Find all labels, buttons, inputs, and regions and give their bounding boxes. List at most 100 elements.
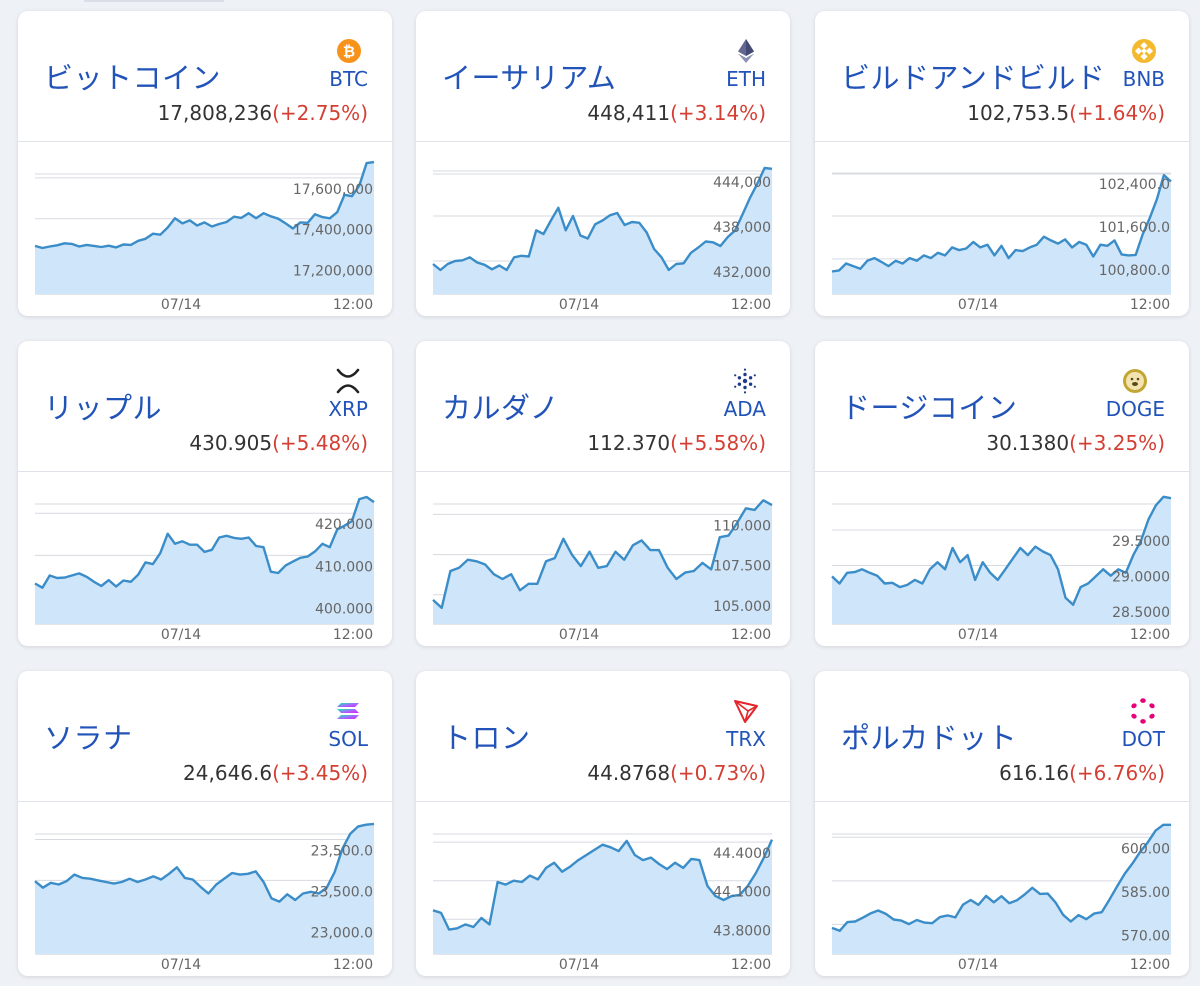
price-change: (+0.73%): [670, 761, 766, 785]
header-divider: [416, 471, 790, 472]
y-tick-label: 585.00: [1121, 885, 1170, 901]
price-change: (+5.48%): [272, 431, 368, 455]
price-row: 44.8768(+0.73%): [587, 761, 766, 785]
x-tick-label: 07/14: [161, 297, 201, 313]
price-row: 448,411(+3.14%): [587, 101, 766, 125]
x-tick-label: 12:00: [731, 297, 771, 313]
xrp-icon: [335, 368, 361, 394]
y-tick-label: 44.4000: [713, 846, 771, 862]
price-chart[interactable]: 570.00 585.00 600.00 07/14 12:00: [815, 802, 1189, 976]
coin-card-bnb[interactable]: ビルドアンドビルド BNB 102,753.5(+1.64%) 100,800.0 10…: [815, 11, 1189, 316]
coin-card-trx[interactable]: トロン TRX 44.8768(+0.73%) 43.8000 44.1000 44.40…: [416, 671, 790, 976]
area-fill: [433, 168, 772, 294]
price-chart[interactable]: 400.000 410.000 420.000 07/14 12:00: [18, 472, 392, 646]
y-tick-label: 17,600,000: [293, 182, 373, 198]
ethereum-icon: [733, 38, 759, 64]
price-line: [831, 495, 1172, 606]
price-line: [432, 499, 773, 610]
y-tick-label: 410.000: [315, 559, 373, 575]
x-tick-label: 07/14: [958, 627, 998, 643]
x-tick-label: 12:00: [333, 297, 373, 313]
coin-symbol: SOL: [328, 727, 368, 751]
coin-card-dot[interactable]: ポルカドット DOT 616.16(+6.76%) 570.00 585.00 600.0…: [815, 671, 1189, 976]
svg-text:₿: ₿: [343, 43, 355, 61]
coin-name: ビルドアンドビルド: [841, 61, 1106, 95]
y-tick-label: 570.00: [1121, 928, 1170, 944]
price-value: 430.905: [189, 431, 273, 455]
price-line: [34, 495, 375, 589]
price-value: 24,646.6: [183, 761, 273, 785]
price-value: 112.370: [587, 431, 671, 455]
y-tick-label: 600.00: [1121, 841, 1170, 857]
price-chart[interactable]: 43.8000 44.1000 44.4000 07/14 12:00: [416, 802, 790, 976]
area-fill: [433, 500, 772, 624]
y-tick-label: 29.0000: [1112, 570, 1170, 586]
price-row: 112.370(+5.58%): [587, 431, 766, 455]
price-row: 24,646.6(+3.45%): [183, 761, 368, 785]
price-value: 30.1380: [986, 431, 1070, 455]
y-tick-label: 432,000: [713, 265, 771, 281]
x-tick-label: 12:00: [1130, 627, 1170, 643]
price-chart[interactable]: 432,000 438,000 444,000 07/14 12:00: [416, 142, 790, 316]
price-value: 17,808,236: [157, 101, 273, 125]
header-divider: [416, 801, 790, 802]
price-line: [831, 173, 1172, 273]
x-tick-label: 12:00: [333, 957, 373, 973]
y-tick-label: 17,400,000: [293, 223, 373, 239]
x-tick-label: 07/14: [559, 957, 599, 973]
tron-icon: [733, 698, 759, 724]
coin-symbol: TRX: [726, 727, 766, 751]
price-row: 17,808,236(+2.75%): [158, 101, 368, 125]
x-tick-label: 07/14: [559, 297, 599, 313]
header-divider: [815, 801, 1189, 802]
x-tick-label: 12:00: [1130, 957, 1170, 973]
y-tick-label: 107.500: [713, 559, 771, 575]
area-fill: [832, 824, 1171, 954]
area-fill: [832, 496, 1171, 624]
coin-card-eth[interactable]: イーサリアム ETH 448,411(+3.14%) 432,000 438,000 44…: [416, 11, 790, 316]
coin-name: ソラナ: [44, 721, 133, 755]
coin-card-btc[interactable]: ビットコイン BTC ₿ 17,808,236(+2.75%) 17,200,000 17…: [18, 11, 392, 316]
price-line: [34, 160, 375, 250]
coin-symbol: ETH: [726, 67, 766, 91]
coin-name: イーサリアム: [442, 61, 617, 95]
x-tick-label: 12:00: [333, 627, 373, 643]
price-chart[interactable]: 28.5000 29.0000 29.5000 07/14 12:00: [815, 472, 1189, 646]
y-tick-label: 17,200,000: [293, 264, 373, 280]
price-value: 44.8768: [587, 761, 671, 785]
price-change: (+3.45%): [272, 761, 368, 785]
coin-card-sol[interactable]: ソラナ SOL 24,646.6(+3.45%) 23,000.0 23,500.0 23…: [18, 671, 392, 976]
price-chart[interactable]: 17,200,000 17,400,000 17,600,000 07/14 12:00: [18, 142, 392, 316]
bitcoin-icon: ₿: [336, 38, 362, 64]
coin-symbol: BNB: [1122, 67, 1165, 91]
y-tick-label: 400.000: [315, 602, 373, 618]
header-divider: [18, 801, 392, 802]
x-tick-label: 07/14: [161, 627, 201, 643]
coin-symbol: ADA: [723, 397, 766, 421]
y-tick-label: 43.8000: [713, 923, 771, 939]
price-chart[interactable]: 105.000 107.500 110.000 07/14 12:00: [416, 472, 790, 646]
price-row: 430.905(+5.48%): [189, 431, 368, 455]
coin-card-ada[interactable]: カルダノ ADA 112.370(+5.58%) 105.000 107.500 110.…: [416, 341, 790, 646]
price-value: 448,411: [587, 101, 671, 125]
y-tick-label: 23,500.0: [311, 843, 373, 859]
price-row: 616.16(+6.76%): [999, 761, 1165, 785]
area-fill: [35, 497, 374, 624]
y-tick-label: 28.5000: [1112, 605, 1170, 621]
coin-name: ポルカドット: [841, 721, 1018, 755]
price-chart[interactable]: 23,000.0 23,500.0 23,500.0 07/14 12:00: [18, 802, 392, 976]
area-fill: [433, 839, 772, 954]
price-change: (+3.14%): [670, 101, 766, 125]
y-tick-label: 444,000: [713, 175, 771, 191]
top-scroll-indicator: [84, 0, 224, 2]
y-tick-label: 102,400.0: [1099, 177, 1170, 193]
coin-card-doge[interactable]: ドージコイン DOGE 30.1380(+3.25%) 28.5000 29.0000 2…: [815, 341, 1189, 646]
y-tick-label: 100,800.0: [1099, 263, 1170, 279]
y-tick-label: 23,500.0: [311, 884, 373, 900]
x-tick-label: 07/14: [161, 957, 201, 973]
coin-symbol: DOT: [1121, 727, 1165, 751]
coin-card-xrp[interactable]: リップル XRP 430.905(+5.48%) 400.000 410.000 420.…: [18, 341, 392, 646]
x-tick-label: 12:00: [731, 957, 771, 973]
price-chart[interactable]: 100,800.0 101,600.0 102,400.0 07/14 12:00: [815, 142, 1189, 316]
area-fill: [35, 162, 374, 294]
